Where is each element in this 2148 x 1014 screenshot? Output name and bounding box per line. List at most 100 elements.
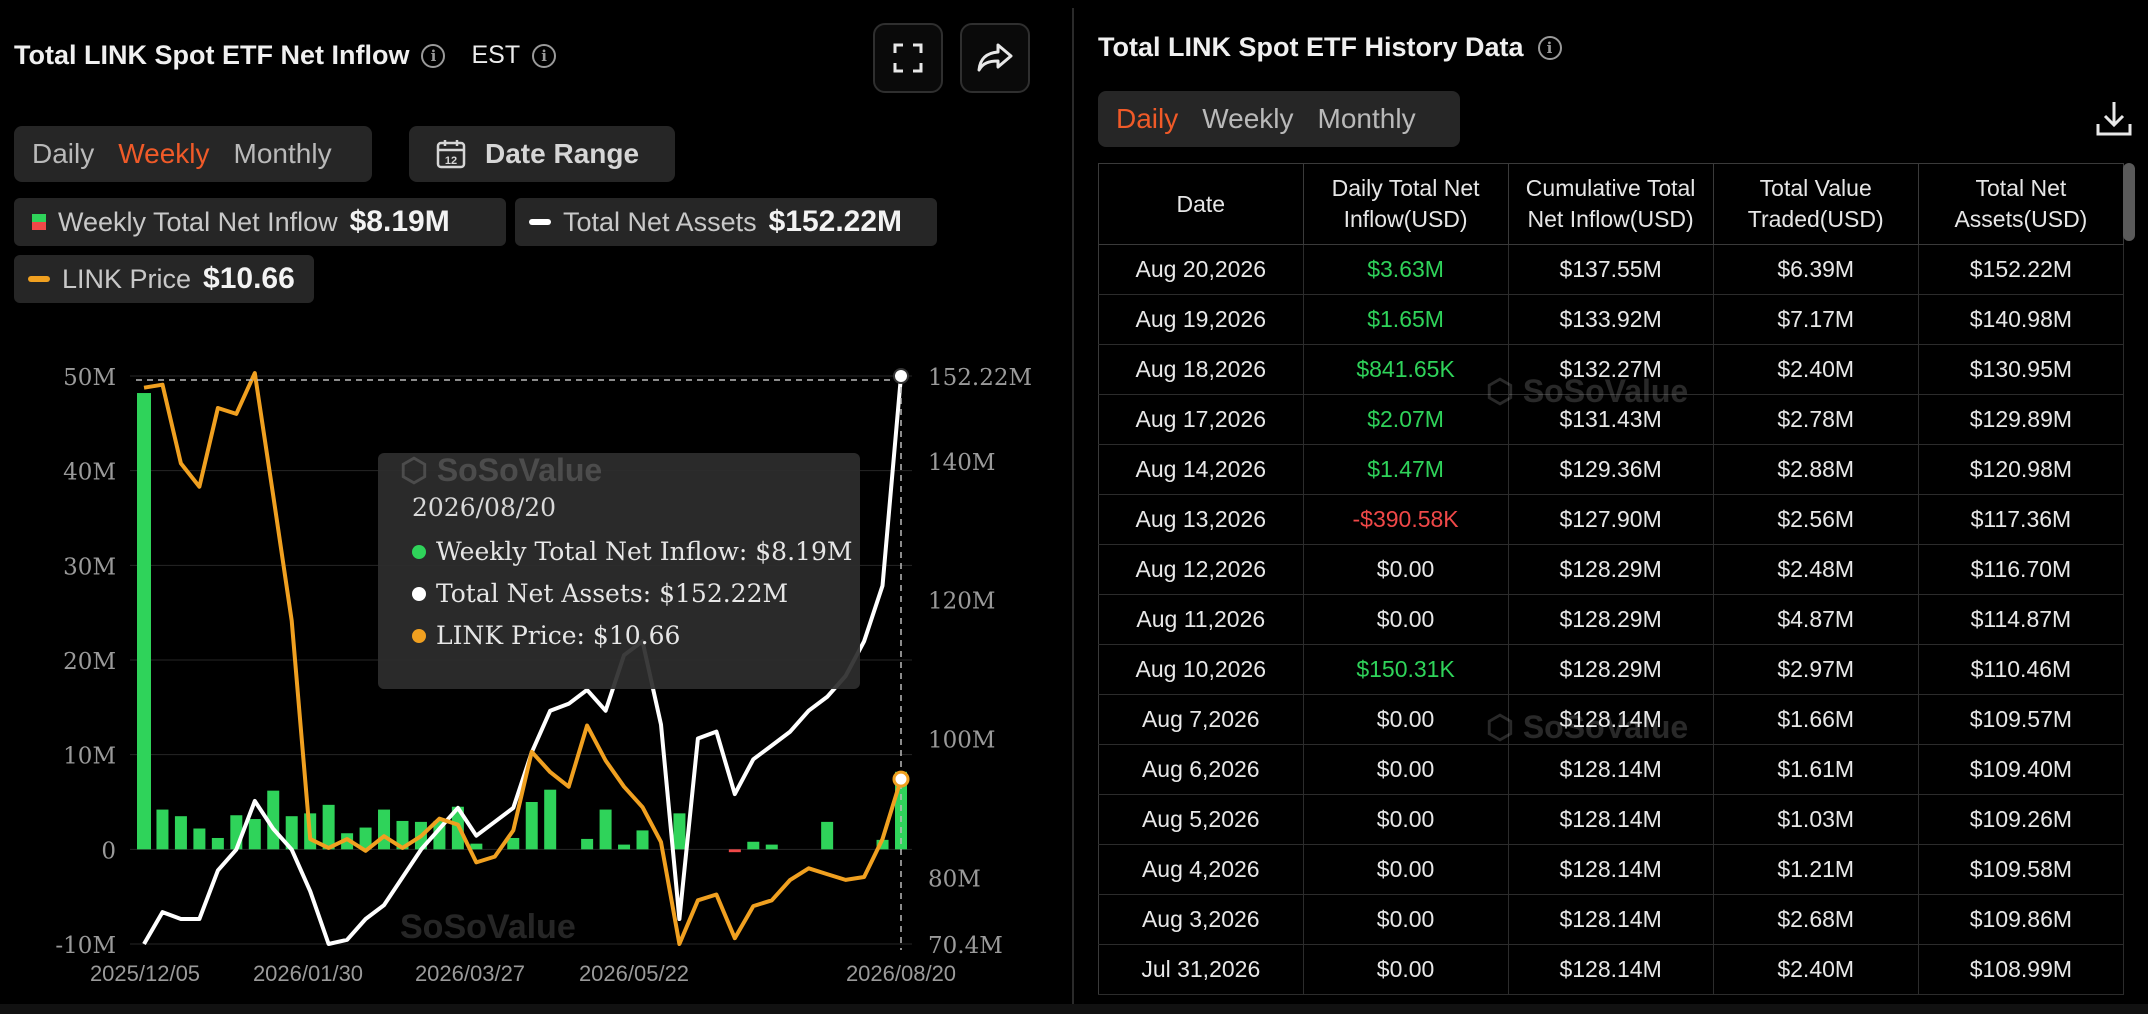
cell-cum: $132.27M xyxy=(1507,344,1714,395)
legend-inflow[interactable]: Weekly Total Net Inflow $8.19M xyxy=(14,198,506,246)
cell-cum: $128.29M xyxy=(1507,644,1714,695)
x-axis-tick: 2026/01/30 xyxy=(253,961,363,986)
cell-traded: $2.88M xyxy=(1712,444,1919,495)
right-axis-tick: 120M xyxy=(928,589,995,615)
link-price-line xyxy=(143,371,903,946)
cell-cum: $127.90M xyxy=(1507,494,1714,545)
chart-title: Total LINK Spot ETF Net Inflow xyxy=(14,40,410,70)
cell-cum: $128.29M xyxy=(1507,544,1714,595)
tab-weekly[interactable]: Weekly xyxy=(118,138,210,169)
table-scrollbar[interactable] xyxy=(2123,163,2135,241)
tooltip-date: 2026/08/20 xyxy=(412,493,557,522)
table-row[interactable]: Aug 5,2026 $0.00 $128.14M $1.03M $109.26M xyxy=(1098,794,2125,845)
tab-monthly[interactable]: Monthly xyxy=(233,138,332,169)
calendar-icon: 12 xyxy=(436,140,466,169)
cell-traded: $1.61M xyxy=(1712,744,1919,795)
header-assets[interactable]: Total Net Assets(USD) xyxy=(1917,163,2125,245)
cell-inflow: $0.00 xyxy=(1302,694,1509,745)
history-info-icon[interactable]: i xyxy=(1537,35,1562,60)
download-button[interactable] xyxy=(2094,98,2134,143)
header-date[interactable]: Date xyxy=(1098,163,1304,245)
history-tab-daily[interactable]: Daily xyxy=(1116,103,1179,134)
cell-assets: $108.99M xyxy=(1917,944,2125,995)
table-row[interactable]: Jul 31,2026 $0.00 $128.14M $2.40M $108.99M xyxy=(1098,944,2125,995)
inflow-bar xyxy=(728,849,741,853)
inflow-bar xyxy=(193,828,206,850)
cell-cum: $129.36M xyxy=(1507,444,1714,495)
table-body: Aug 20,2026 $3.63M $137.55M $6.39M $152.22M A… xyxy=(1098,244,2125,995)
table-row[interactable]: Aug 7,2026 $0.00 $128.14M $1.66M $109.57M xyxy=(1098,694,2125,745)
legend-assets[interactable]: Total Net Assets $152.22M xyxy=(515,198,937,246)
inflow-bar xyxy=(211,837,224,850)
table-row[interactable]: Aug 6,2026 $0.00 $128.14M $1.61M $109.40M xyxy=(1098,744,2125,795)
table-row[interactable]: Aug 3,2026 $0.00 $128.14M $2.68M $109.86M xyxy=(1098,894,2125,945)
table-row[interactable]: Aug 10,2026 $150.31K $128.29M $2.97M $110.46… xyxy=(1098,644,2125,695)
table-row[interactable]: Aug 20,2026 $3.63M $137.55M $6.39M $152.22M xyxy=(1098,244,2125,295)
left-axis-tick: 40M xyxy=(63,460,116,486)
tooltip-watermark: ⬡ SoSoValue xyxy=(400,451,602,489)
inflow-bar xyxy=(378,809,391,850)
cell-date: Aug 10,2026 xyxy=(1098,644,1304,695)
header-daily-inflow[interactable]: Daily Total Net Inflow(USD) xyxy=(1302,163,1509,245)
cell-cum: $128.14M xyxy=(1507,744,1714,795)
cell-date: Aug 5,2026 xyxy=(1098,794,1304,845)
cell-cum: $128.29M xyxy=(1507,594,1714,645)
history-tab-weekly[interactable]: Weekly xyxy=(1202,103,1294,134)
fullscreen-button[interactable] xyxy=(873,23,943,93)
watermark-text: SoSoValue xyxy=(1522,709,1689,745)
date-range-button[interactable]: 12 Date Range xyxy=(409,126,675,182)
orange-dot-icon xyxy=(412,628,426,643)
cell-assets: $120.98M xyxy=(1917,444,2125,495)
right-axis-tick: 70.4M xyxy=(928,933,1003,959)
cell-assets: $116.70M xyxy=(1917,544,2125,595)
right-axis-tick: 140M xyxy=(928,450,995,476)
legend-inflow-value: $8.19M xyxy=(349,205,450,238)
header-cumulative[interactable]: Cumulative Total Net Inflow(USD) xyxy=(1507,163,1714,245)
inflow-bar xyxy=(544,789,557,850)
cell-date: Aug 6,2026 xyxy=(1098,744,1304,795)
cell-inflow: $0.00 xyxy=(1302,944,1509,995)
info-icon[interactable]: i xyxy=(421,43,446,68)
tab-daily[interactable]: Daily xyxy=(32,138,95,169)
cell-inflow: $0.00 xyxy=(1302,544,1509,595)
table-row[interactable]: Aug 18,2026 $841.65K $132.27M $2.40M $130.95… xyxy=(1098,344,2125,395)
cell-traded: $2.97M xyxy=(1712,644,1919,695)
x-axis-tick: 2026/03/27 xyxy=(415,961,525,986)
cell-cum: $131.43M xyxy=(1507,394,1714,445)
cell-inflow: $841.65K xyxy=(1302,344,1509,395)
history-table: Date Daily Total Net Inflow(USD) Cumulat… xyxy=(1098,163,2125,995)
timezone-info-icon[interactable]: i xyxy=(532,43,557,68)
header-traded[interactable]: Total Value Traded(USD) xyxy=(1712,163,1919,245)
table-row[interactable]: Aug 19,2026 $1.65M $133.92M $7.17M $140.98M xyxy=(1098,294,2125,345)
inflow-bar xyxy=(359,827,372,850)
table-row[interactable]: Aug 17,2026 $2.07M $131.43M $2.78M $129.89M xyxy=(1098,394,2125,445)
inflow-bar xyxy=(618,844,631,850)
inflow-bar xyxy=(507,837,520,850)
legend-price[interactable]: LINK Price $10.66 xyxy=(14,255,314,303)
inflow-bar xyxy=(470,843,483,850)
table-row[interactable]: Aug 11,2026 $0.00 $128.29M $4.87M $114.87M xyxy=(1098,594,2125,645)
table-row[interactable]: Aug 13,2026 -$390.58K $127.90M $2.56M $117.3… xyxy=(1098,494,2125,545)
tooltip-inflow: Weekly Total Net Inflow: $8.19M xyxy=(436,537,853,566)
cell-assets: $152.22M xyxy=(1917,244,2125,295)
cell-cum: $137.55M xyxy=(1507,244,1714,295)
cell-assets: $109.86M xyxy=(1917,894,2125,945)
cell-assets: $110.46M xyxy=(1917,644,2125,695)
cell-date: Aug 18,2026 xyxy=(1098,344,1304,395)
tooltip-assets: Total Net Assets: $152.22M xyxy=(436,579,789,608)
cell-assets: $109.57M xyxy=(1917,694,2125,745)
table-row[interactable]: Aug 4,2026 $0.00 $128.14M $1.21M $109.58M xyxy=(1098,844,2125,895)
table-watermark-bottom: ⬡ SoSoValue xyxy=(1486,709,1689,745)
date-range-label: Date Range xyxy=(485,138,640,169)
share-button[interactable] xyxy=(960,23,1030,93)
inflow-bar xyxy=(636,830,649,850)
price-marker xyxy=(892,770,910,788)
history-tab-monthly[interactable]: Monthly xyxy=(1317,103,1416,134)
x-axis-tick: 2026/08/20 xyxy=(846,961,956,986)
table-row[interactable]: Aug 12,2026 $0.00 $128.29M $2.48M $116.70M xyxy=(1098,544,2125,595)
inflow-bar xyxy=(156,809,169,850)
panel-divider xyxy=(1072,8,1074,1008)
cell-traded: $4.87M xyxy=(1712,594,1919,645)
cell-date: Aug 11,2026 xyxy=(1098,594,1304,645)
table-row[interactable]: Aug 14,2026 $1.47M $129.36M $2.88M $120.98M xyxy=(1098,444,2125,495)
